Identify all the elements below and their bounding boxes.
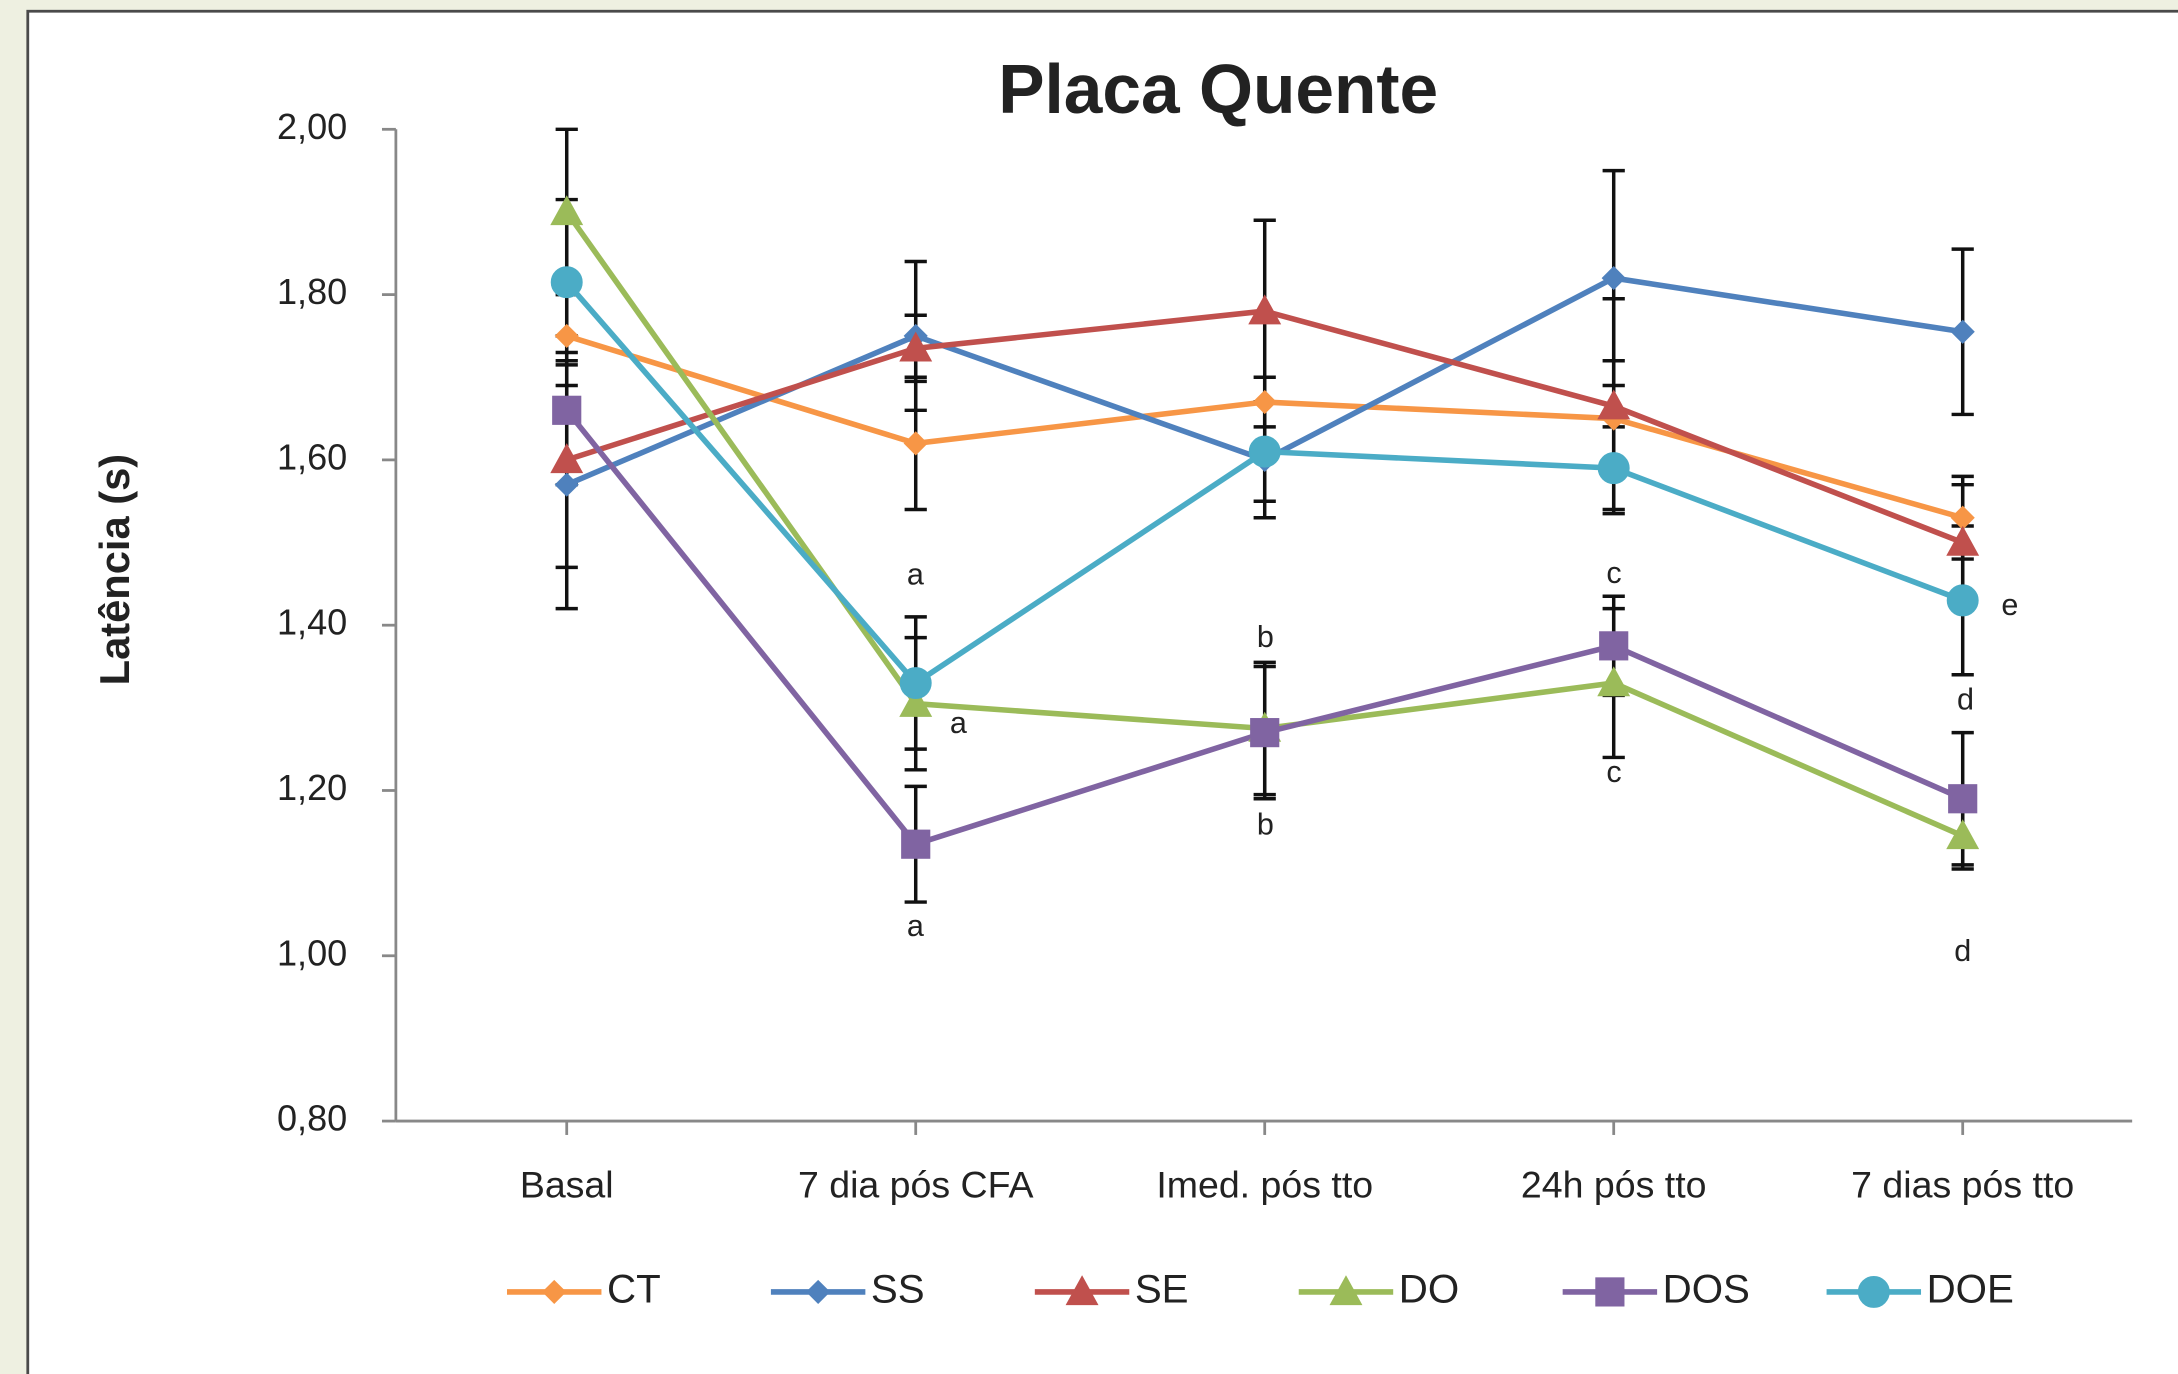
annotation: b bbox=[1257, 620, 1274, 654]
annotation: a bbox=[907, 558, 924, 592]
annotation: e bbox=[2001, 588, 2018, 622]
data-point bbox=[1597, 389, 1631, 420]
x-tick-label: 7 dia pós CFA bbox=[798, 1164, 1034, 1206]
chart-panel bbox=[26, 9, 2178, 1374]
annotation: c bbox=[1606, 556, 1621, 590]
legend-label: DOS bbox=[1663, 1267, 1750, 1312]
data-point bbox=[899, 686, 933, 717]
annotation: d bbox=[1954, 934, 1971, 968]
legend-label: SE bbox=[1135, 1267, 1189, 1312]
y-tick-label: 1,80 bbox=[277, 271, 347, 312]
legend-marker bbox=[1329, 1275, 1363, 1306]
y-tick-label: 1,60 bbox=[277, 436, 347, 477]
legend-label: CT bbox=[607, 1267, 661, 1312]
annotation: a bbox=[907, 909, 924, 943]
y-tick-label: 1,20 bbox=[277, 767, 347, 808]
data-point bbox=[1946, 819, 1980, 850]
data-point bbox=[1946, 525, 1980, 556]
legend-label: SS bbox=[871, 1267, 925, 1312]
data-point bbox=[1601, 265, 1626, 291]
data-point bbox=[550, 443, 584, 474]
data-point bbox=[554, 472, 579, 497]
data-point bbox=[1597, 452, 1630, 485]
data-point bbox=[1948, 784, 1978, 814]
legend-label: DO bbox=[1399, 1267, 1459, 1312]
legend-marker bbox=[806, 1279, 831, 1305]
data-point bbox=[899, 667, 932, 700]
legend-marker bbox=[1857, 1275, 1890, 1308]
data-point bbox=[1250, 718, 1280, 748]
data-point bbox=[899, 331, 933, 362]
data-point bbox=[550, 266, 583, 299]
annotation: c bbox=[1606, 755, 1621, 789]
data-point bbox=[1248, 294, 1282, 325]
data-point bbox=[550, 195, 584, 226]
x-tick-label: Basal bbox=[520, 1164, 614, 1206]
data-point bbox=[1597, 666, 1631, 697]
y-tick-label: 0,80 bbox=[277, 1098, 347, 1139]
data-point bbox=[1252, 389, 1277, 415]
annotation: b bbox=[1257, 808, 1274, 842]
y-tick-label: 1,00 bbox=[277, 932, 347, 973]
data-point bbox=[552, 395, 582, 425]
y-tick-label: 2,00 bbox=[277, 106, 347, 147]
data-point bbox=[1248, 435, 1281, 468]
x-tick-label: 24h pós tto bbox=[1521, 1164, 1707, 1206]
data-point bbox=[554, 323, 579, 349]
annotation: d bbox=[1957, 683, 1974, 717]
data-point bbox=[1946, 584, 1979, 617]
chart-title: Placa Quente bbox=[998, 50, 1438, 128]
data-point bbox=[1599, 631, 1629, 661]
legend-label: DOE bbox=[1927, 1267, 2014, 1312]
x-tick-label: 7 dias pós tto bbox=[1851, 1164, 2074, 1206]
legend-marker bbox=[542, 1279, 567, 1305]
legend-marker bbox=[1065, 1275, 1099, 1306]
y-tick-label: 1,40 bbox=[277, 602, 347, 643]
data-point bbox=[1950, 319, 1975, 344]
data-point bbox=[901, 829, 931, 859]
data-point bbox=[903, 431, 928, 456]
x-tick-label: Imed. pós tto bbox=[1156, 1164, 1373, 1206]
legend-marker bbox=[1595, 1277, 1625, 1307]
y-axis-label: Latência (s) bbox=[91, 454, 138, 686]
annotation: a bbox=[950, 706, 967, 740]
